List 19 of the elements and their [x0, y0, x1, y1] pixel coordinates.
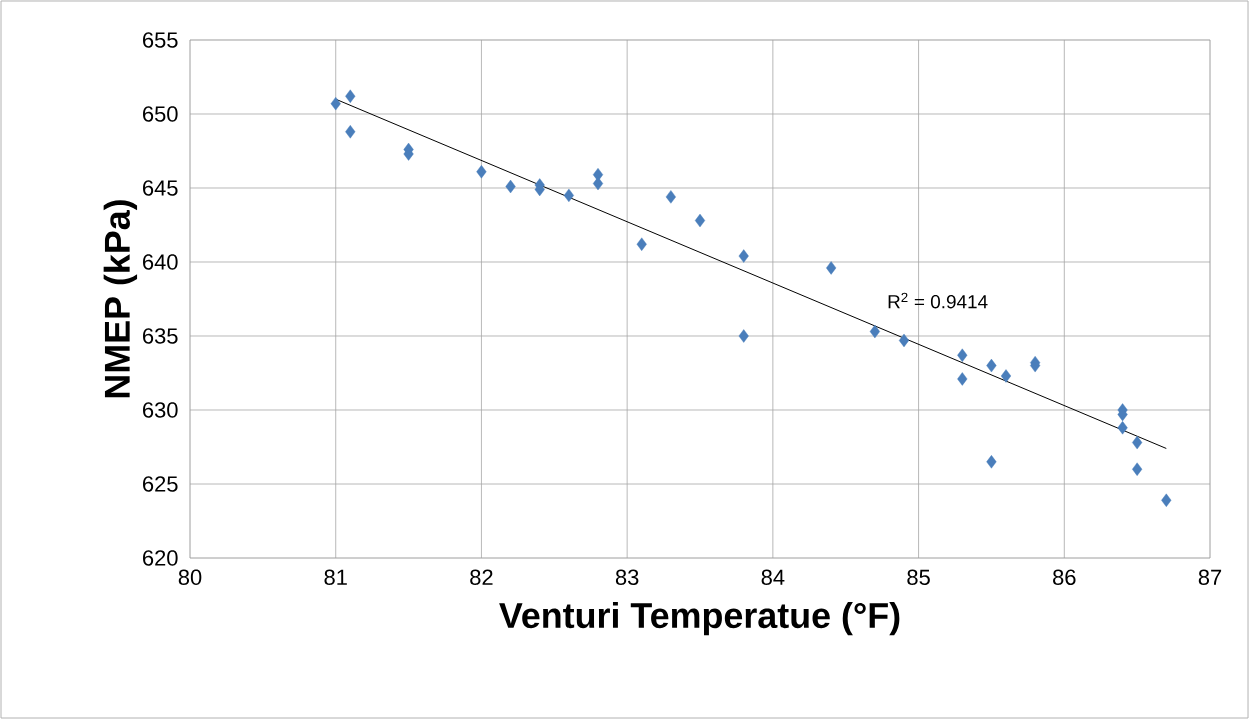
x-tick-label: 83 [615, 569, 639, 586]
y-tick-label: 650 [143, 106, 178, 122]
y-tick-label: 620 [143, 550, 178, 566]
x-tick-label: 80 [178, 569, 202, 586]
y-axis-title: NMEP (kPa) [103, 200, 138, 398]
y-tick-label: 635 [143, 328, 178, 344]
x-tick-label: 84 [761, 569, 785, 586]
y-tick-label: 630 [143, 402, 178, 418]
x-tick-label: 82 [470, 569, 493, 586]
x-tick-label: 87 [1198, 569, 1222, 586]
annotation: R$^{2}$ = 0.9414 [888, 292, 988, 309]
x-tick-label: 85 [907, 569, 930, 586]
y-tick-label: 625 [143, 476, 178, 492]
x-tick-label: 86 [1053, 569, 1076, 586]
x-axis-title: Venturi Temperatue (°F) [499, 601, 900, 636]
y-tick-label: 640 [143, 254, 178, 270]
y-tick-label: 655 [143, 32, 178, 48]
x-tick-label: 81 [324, 569, 347, 586]
y-tick-label: 645 [143, 180, 178, 196]
